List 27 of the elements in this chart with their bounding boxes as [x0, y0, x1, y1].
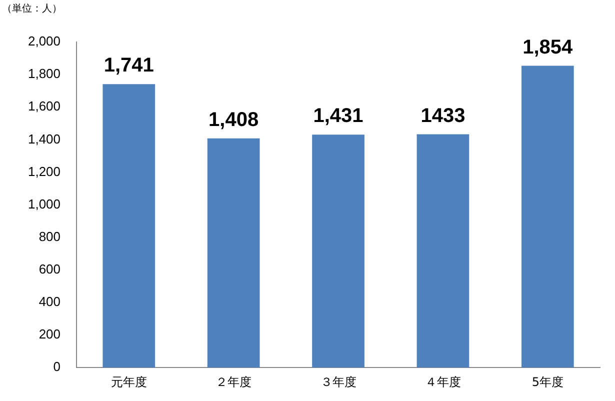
data-label: 1,408 — [208, 108, 259, 131]
y-axis-title: （単位：人） — [2, 2, 62, 15]
x-tick-label: ３年度 — [320, 374, 356, 389]
y-tick-label: 1,400 — [28, 131, 61, 146]
y-tick-label: 200 — [38, 326, 61, 342]
x-tick-label: 元年度 — [110, 374, 147, 389]
bar — [312, 134, 364, 368]
y-tick-label: 1,200 — [28, 164, 61, 179]
x-tick-label: ４年度 — [424, 374, 461, 389]
y-tick-label: 1,800 — [28, 66, 61, 82]
x-tick-label: 5年度 — [532, 374, 564, 389]
y-tick-label: 400 — [38, 294, 61, 310]
bar — [521, 66, 574, 368]
data-label: 1,431 — [313, 105, 364, 128]
y-tick-label: 800 — [38, 228, 61, 244]
bar — [102, 84, 156, 368]
y-tick-label: 1,600 — [28, 98, 61, 114]
data-label: 1433 — [420, 104, 466, 127]
data-label: 1,854 — [522, 36, 574, 58]
bar — [207, 138, 260, 368]
y-tick-label: 600 — [38, 262, 61, 276]
y-tick-label: 0 — [53, 359, 61, 374]
x-tick-label: ２年度 — [216, 374, 252, 389]
y-tick-label: 2,000 — [28, 34, 61, 49]
data-label: 1,741 — [104, 54, 154, 77]
bar — [416, 134, 470, 368]
y-tick-label: 1,000 — [28, 196, 61, 212]
